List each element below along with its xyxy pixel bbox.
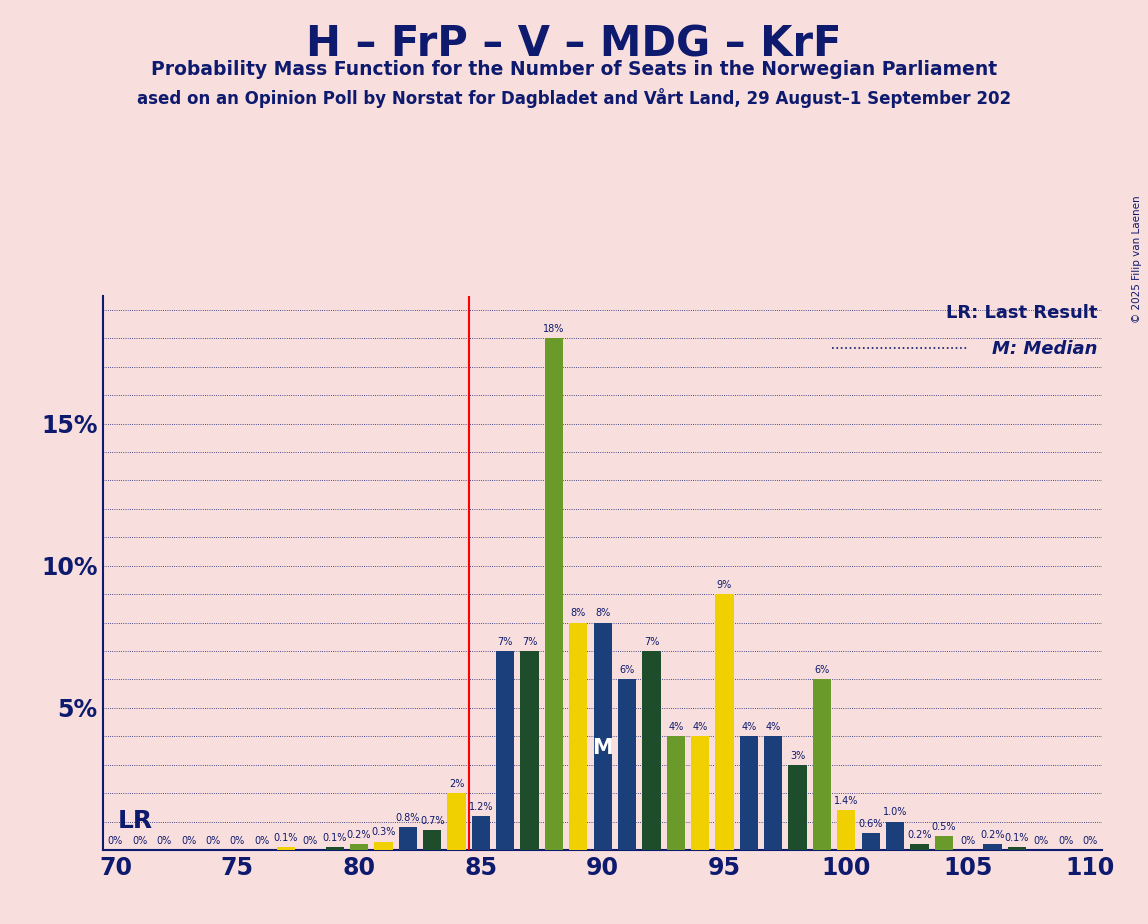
- Text: 0.6%: 0.6%: [859, 819, 883, 829]
- Text: 6%: 6%: [620, 665, 635, 675]
- Text: 0%: 0%: [181, 836, 196, 845]
- Bar: [569, 623, 588, 850]
- Bar: [424, 830, 441, 850]
- Text: 0%: 0%: [205, 836, 220, 845]
- Text: 0%: 0%: [303, 836, 318, 845]
- Text: 0%: 0%: [961, 836, 976, 845]
- Bar: [667, 736, 685, 850]
- Bar: [277, 847, 295, 850]
- Text: H – FrP – V – MDG – KrF: H – FrP – V – MDG – KrF: [307, 23, 841, 65]
- Text: 0.2%: 0.2%: [980, 830, 1004, 840]
- Text: M: Median: M: Median: [992, 340, 1097, 358]
- Bar: [520, 651, 538, 850]
- Text: 0%: 0%: [230, 836, 245, 845]
- Bar: [861, 833, 879, 850]
- Text: 0.7%: 0.7%: [420, 816, 444, 826]
- Text: 0%: 0%: [156, 836, 172, 845]
- Text: 0.1%: 0.1%: [1004, 833, 1029, 843]
- Bar: [398, 827, 417, 850]
- Text: 3%: 3%: [790, 750, 805, 760]
- Bar: [886, 821, 905, 850]
- Text: 4%: 4%: [766, 722, 781, 732]
- Bar: [934, 836, 953, 850]
- Bar: [545, 338, 564, 850]
- Text: 1.2%: 1.2%: [468, 802, 494, 811]
- Text: 4%: 4%: [668, 722, 683, 732]
- Bar: [715, 594, 734, 850]
- Text: 8%: 8%: [595, 608, 611, 618]
- Bar: [837, 810, 855, 850]
- Text: 7%: 7%: [497, 637, 513, 647]
- Text: 7%: 7%: [522, 637, 537, 647]
- Text: LR: Last Result: LR: Last Result: [946, 304, 1097, 322]
- Text: 0.8%: 0.8%: [396, 813, 420, 823]
- Text: 8%: 8%: [571, 608, 585, 618]
- Bar: [374, 842, 393, 850]
- Text: 0.2%: 0.2%: [347, 830, 371, 840]
- Bar: [642, 651, 660, 850]
- Text: LR: LR: [118, 809, 153, 833]
- Text: 0%: 0%: [1033, 836, 1049, 845]
- Text: Probability Mass Function for the Number of Seats in the Norwegian Parliament: Probability Mass Function for the Number…: [150, 60, 998, 79]
- Bar: [350, 845, 369, 850]
- Bar: [910, 845, 929, 850]
- Text: 0%: 0%: [1083, 836, 1097, 845]
- Text: 0.1%: 0.1%: [274, 833, 298, 843]
- Bar: [594, 623, 612, 850]
- Bar: [472, 816, 490, 850]
- Bar: [739, 736, 758, 850]
- Text: M: M: [592, 737, 613, 758]
- Bar: [1008, 847, 1026, 850]
- Bar: [691, 736, 709, 850]
- Bar: [448, 793, 466, 850]
- Text: 4%: 4%: [692, 722, 708, 732]
- Text: 6%: 6%: [814, 665, 830, 675]
- Text: © 2025 Filip van Laenen: © 2025 Filip van Laenen: [1132, 195, 1142, 322]
- Text: 4%: 4%: [742, 722, 757, 732]
- Bar: [984, 845, 1001, 850]
- Bar: [813, 679, 831, 850]
- Text: 1.4%: 1.4%: [835, 796, 859, 806]
- Text: 0.2%: 0.2%: [907, 830, 932, 840]
- Bar: [326, 847, 344, 850]
- Text: 0%: 0%: [108, 836, 123, 845]
- Text: 0.1%: 0.1%: [323, 833, 347, 843]
- Text: 1.0%: 1.0%: [883, 808, 907, 818]
- Text: 0.3%: 0.3%: [371, 827, 396, 837]
- Bar: [765, 736, 782, 850]
- Text: 9%: 9%: [716, 580, 732, 590]
- Text: 0%: 0%: [1058, 836, 1073, 845]
- Text: 0%: 0%: [132, 836, 147, 845]
- Text: 0.5%: 0.5%: [931, 821, 956, 832]
- Bar: [618, 679, 636, 850]
- Text: 7%: 7%: [644, 637, 659, 647]
- Text: 18%: 18%: [543, 324, 565, 334]
- Text: 0%: 0%: [254, 836, 270, 845]
- Text: ased on an Opinion Poll by Norstat for Dagbladet and Vårt Land, 29 August–1 Sept: ased on an Opinion Poll by Norstat for D…: [137, 88, 1011, 108]
- Bar: [789, 765, 807, 850]
- Text: 2%: 2%: [449, 779, 464, 789]
- Bar: [496, 651, 514, 850]
